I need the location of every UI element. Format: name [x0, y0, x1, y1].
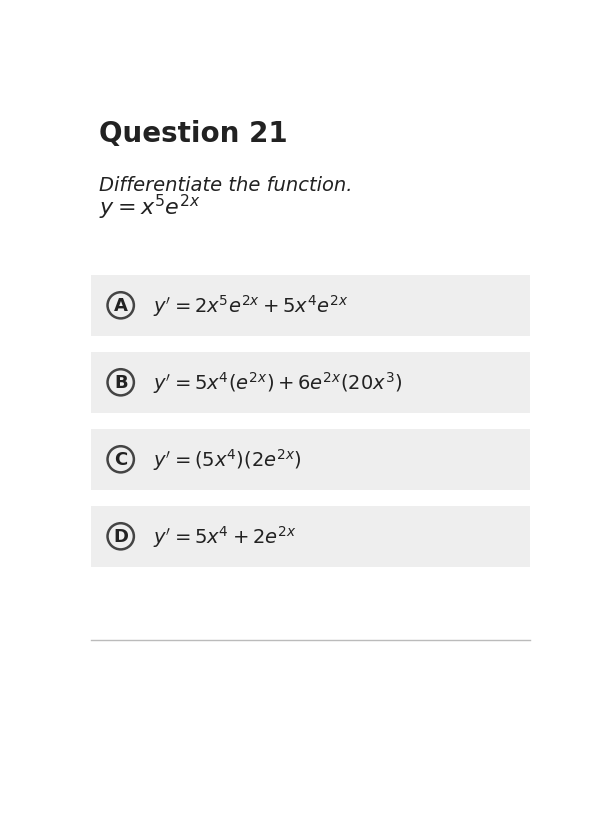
- Text: C: C: [114, 450, 127, 468]
- FancyBboxPatch shape: [92, 275, 530, 337]
- FancyBboxPatch shape: [92, 429, 530, 491]
- FancyBboxPatch shape: [92, 506, 530, 568]
- FancyBboxPatch shape: [92, 352, 530, 414]
- Text: $y' = 5x^4(e^{2x}) + 6e^{2x}(20x^3)$: $y' = 5x^4(e^{2x}) + 6e^{2x}(20x^3)$: [153, 370, 402, 396]
- Text: $y' = 2x^5e^{2x} + 5x^4e^{2x}$: $y' = 2x^5e^{2x} + 5x^4e^{2x}$: [153, 293, 348, 319]
- Text: $y' = (5x^4)(2e^{2x})$: $y' = (5x^4)(2e^{2x})$: [153, 447, 302, 473]
- Text: D: D: [113, 527, 128, 545]
- Text: B: B: [114, 373, 127, 391]
- Text: $y' = 5x^4 + 2e^{2x}$: $y' = 5x^4 + 2e^{2x}$: [153, 523, 296, 550]
- Text: Question 21: Question 21: [99, 120, 288, 148]
- Text: $y = x^5e^{2x}$: $y = x^5e^{2x}$: [99, 192, 201, 221]
- Text: Differentiate the function.: Differentiate the function.: [99, 175, 353, 194]
- Text: A: A: [114, 297, 128, 315]
